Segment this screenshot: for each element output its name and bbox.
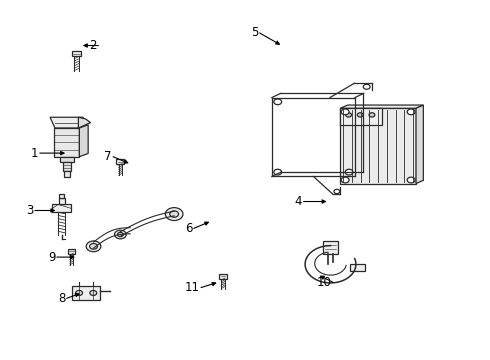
Circle shape bbox=[341, 177, 349, 183]
Circle shape bbox=[334, 189, 340, 194]
Bar bbox=[323, 241, 338, 253]
Bar bbox=[58, 198, 65, 204]
Bar bbox=[64, 171, 70, 177]
Text: 3: 3 bbox=[26, 204, 33, 217]
Circle shape bbox=[86, 241, 101, 252]
Circle shape bbox=[274, 99, 282, 105]
Polygon shape bbox=[50, 117, 83, 128]
Text: 8: 8 bbox=[58, 292, 65, 305]
Bar bbox=[350, 264, 365, 271]
Text: 4: 4 bbox=[294, 195, 302, 208]
Circle shape bbox=[341, 109, 349, 115]
Circle shape bbox=[274, 169, 282, 175]
Text: 1: 1 bbox=[31, 147, 38, 159]
Circle shape bbox=[345, 113, 351, 117]
Bar bbox=[219, 274, 227, 279]
Text: 11: 11 bbox=[185, 281, 199, 294]
Polygon shape bbox=[416, 105, 423, 184]
Bar bbox=[63, 162, 71, 171]
Bar bbox=[340, 108, 382, 125]
Bar bbox=[72, 286, 100, 300]
Bar bbox=[72, 51, 81, 56]
Circle shape bbox=[369, 113, 375, 117]
Bar bbox=[117, 159, 124, 164]
Text: 10: 10 bbox=[317, 276, 331, 289]
Circle shape bbox=[90, 243, 98, 249]
Circle shape bbox=[75, 291, 82, 296]
Circle shape bbox=[363, 84, 370, 89]
Text: 5: 5 bbox=[251, 27, 258, 40]
Circle shape bbox=[170, 211, 178, 217]
Bar bbox=[59, 194, 64, 198]
Circle shape bbox=[345, 169, 353, 175]
Bar bbox=[340, 108, 416, 184]
Circle shape bbox=[357, 113, 363, 117]
Circle shape bbox=[165, 208, 183, 221]
Text: 7: 7 bbox=[104, 150, 112, 163]
Bar bbox=[68, 249, 75, 253]
Polygon shape bbox=[78, 117, 91, 128]
Bar bbox=[60, 157, 74, 162]
Polygon shape bbox=[340, 105, 423, 108]
Circle shape bbox=[118, 232, 123, 237]
Circle shape bbox=[407, 177, 415, 183]
Text: 6: 6 bbox=[185, 222, 192, 235]
Circle shape bbox=[115, 230, 126, 239]
Text: 2: 2 bbox=[90, 39, 97, 52]
Circle shape bbox=[90, 291, 97, 296]
Polygon shape bbox=[54, 128, 79, 157]
Bar bbox=[52, 204, 71, 212]
Polygon shape bbox=[79, 125, 88, 157]
Circle shape bbox=[407, 109, 415, 115]
Text: 9: 9 bbox=[48, 251, 55, 264]
